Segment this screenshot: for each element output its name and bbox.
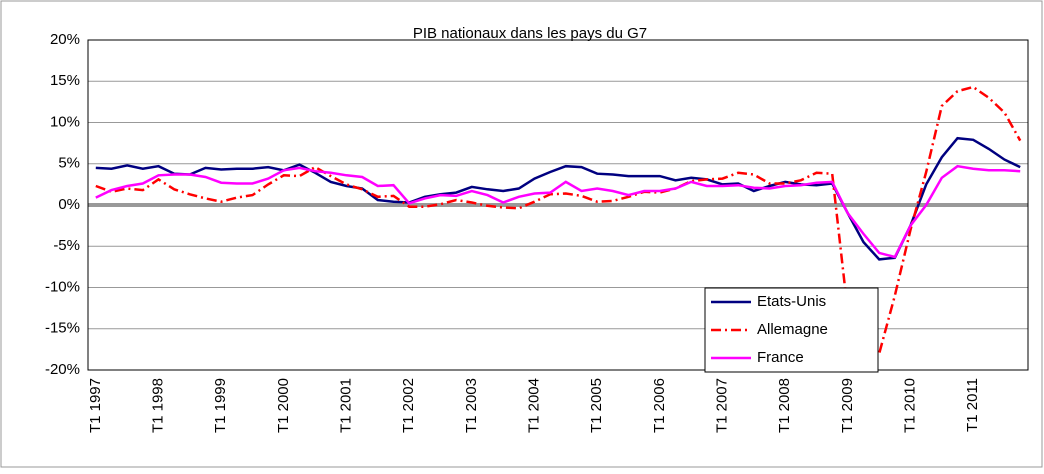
y-tick-label: 5% bbox=[58, 155, 80, 172]
x-tick-label: T1 2003 bbox=[463, 378, 480, 433]
x-tick-label: T1 2001 bbox=[337, 378, 354, 433]
legend-label: France bbox=[757, 349, 804, 366]
y-tick-label: -15% bbox=[45, 320, 80, 337]
x-tick-label: T1 2006 bbox=[651, 378, 668, 433]
x-tick-label: T1 2000 bbox=[275, 378, 292, 433]
x-tick-label: T1 2004 bbox=[525, 378, 542, 433]
x-tick-label: T1 2008 bbox=[776, 378, 793, 433]
plot-area bbox=[87, 39, 1029, 371]
x-tick-label: T1 1997 bbox=[87, 378, 104, 433]
x-tick-label: T1 1999 bbox=[212, 378, 229, 433]
y-tick-label: -20% bbox=[45, 361, 80, 378]
y-tick-label: 10% bbox=[50, 113, 80, 130]
legend-label: Allemagne bbox=[757, 321, 828, 338]
y-tick-label: 0% bbox=[58, 196, 80, 213]
x-tick-label: T1 2010 bbox=[901, 378, 918, 433]
y-tick-label: -5% bbox=[53, 237, 80, 254]
x-tick-label: T1 2011 bbox=[964, 378, 981, 432]
y-tick-label: 20% bbox=[50, 31, 80, 48]
y-tick-label: 15% bbox=[50, 72, 80, 89]
series-line bbox=[95, 136, 1021, 261]
y-tick-label: -10% bbox=[45, 278, 80, 295]
x-tick-label: T1 2005 bbox=[588, 378, 605, 433]
x-tick-label: T1 1998 bbox=[149, 378, 166, 433]
series-line bbox=[95, 164, 1021, 259]
legend-label: Etats-Unis bbox=[757, 293, 826, 310]
x-tick-label: T1 2007 bbox=[713, 378, 730, 433]
x-tick-label: T1 2009 bbox=[839, 378, 856, 433]
chart-title: PIB nationaux dans les pays du G7 bbox=[413, 25, 647, 42]
x-tick-label: T1 2002 bbox=[400, 378, 417, 433]
